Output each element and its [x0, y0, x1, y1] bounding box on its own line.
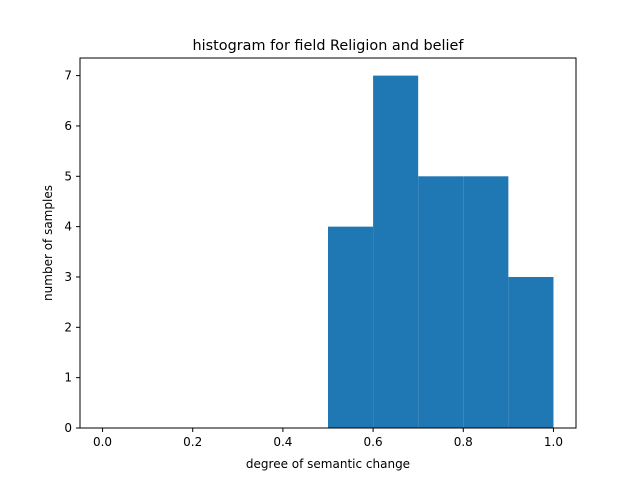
chart-title: histogram for field Religion and belief [193, 38, 465, 54]
plot-area-frame [79, 57, 577, 429]
y-axis-label: number of samples [41, 185, 55, 301]
x-tick-label: 1.0 [544, 435, 563, 449]
x-tick-label: 0.6 [364, 435, 383, 449]
x-axis-label: degree of semantic change [246, 457, 410, 471]
x-tick-label: 0.2 [183, 435, 202, 449]
y-tick-label: 1 [64, 371, 72, 385]
histogram-bar-1 [373, 75, 419, 428]
y-tick-label: 4 [64, 220, 72, 234]
x-tick-label: 0.4 [273, 435, 292, 449]
x-tick-label: 0.8 [454, 435, 473, 449]
y-tick-label: 5 [64, 169, 72, 183]
y-tick-label: 3 [64, 270, 72, 284]
histogram-bar-4 [508, 276, 554, 428]
y-tick-label: 6 [64, 119, 72, 133]
y-tick-label: 2 [64, 320, 72, 334]
histogram-bar-3 [463, 176, 509, 428]
x-axis-ticks: 0.0 0.2 0.4 0.6 0.8 1.0 [93, 428, 563, 449]
histogram-bars [328, 75, 554, 428]
x-tick-label: 0.0 [93, 435, 112, 449]
histogram-bar-2 [418, 176, 464, 428]
y-axis-ticks: 0 1 2 3 4 5 6 7 [64, 69, 80, 435]
y-tick-label: 0 [64, 421, 72, 435]
histogram-bar-0 [328, 226, 374, 428]
y-tick-label: 7 [64, 69, 72, 83]
